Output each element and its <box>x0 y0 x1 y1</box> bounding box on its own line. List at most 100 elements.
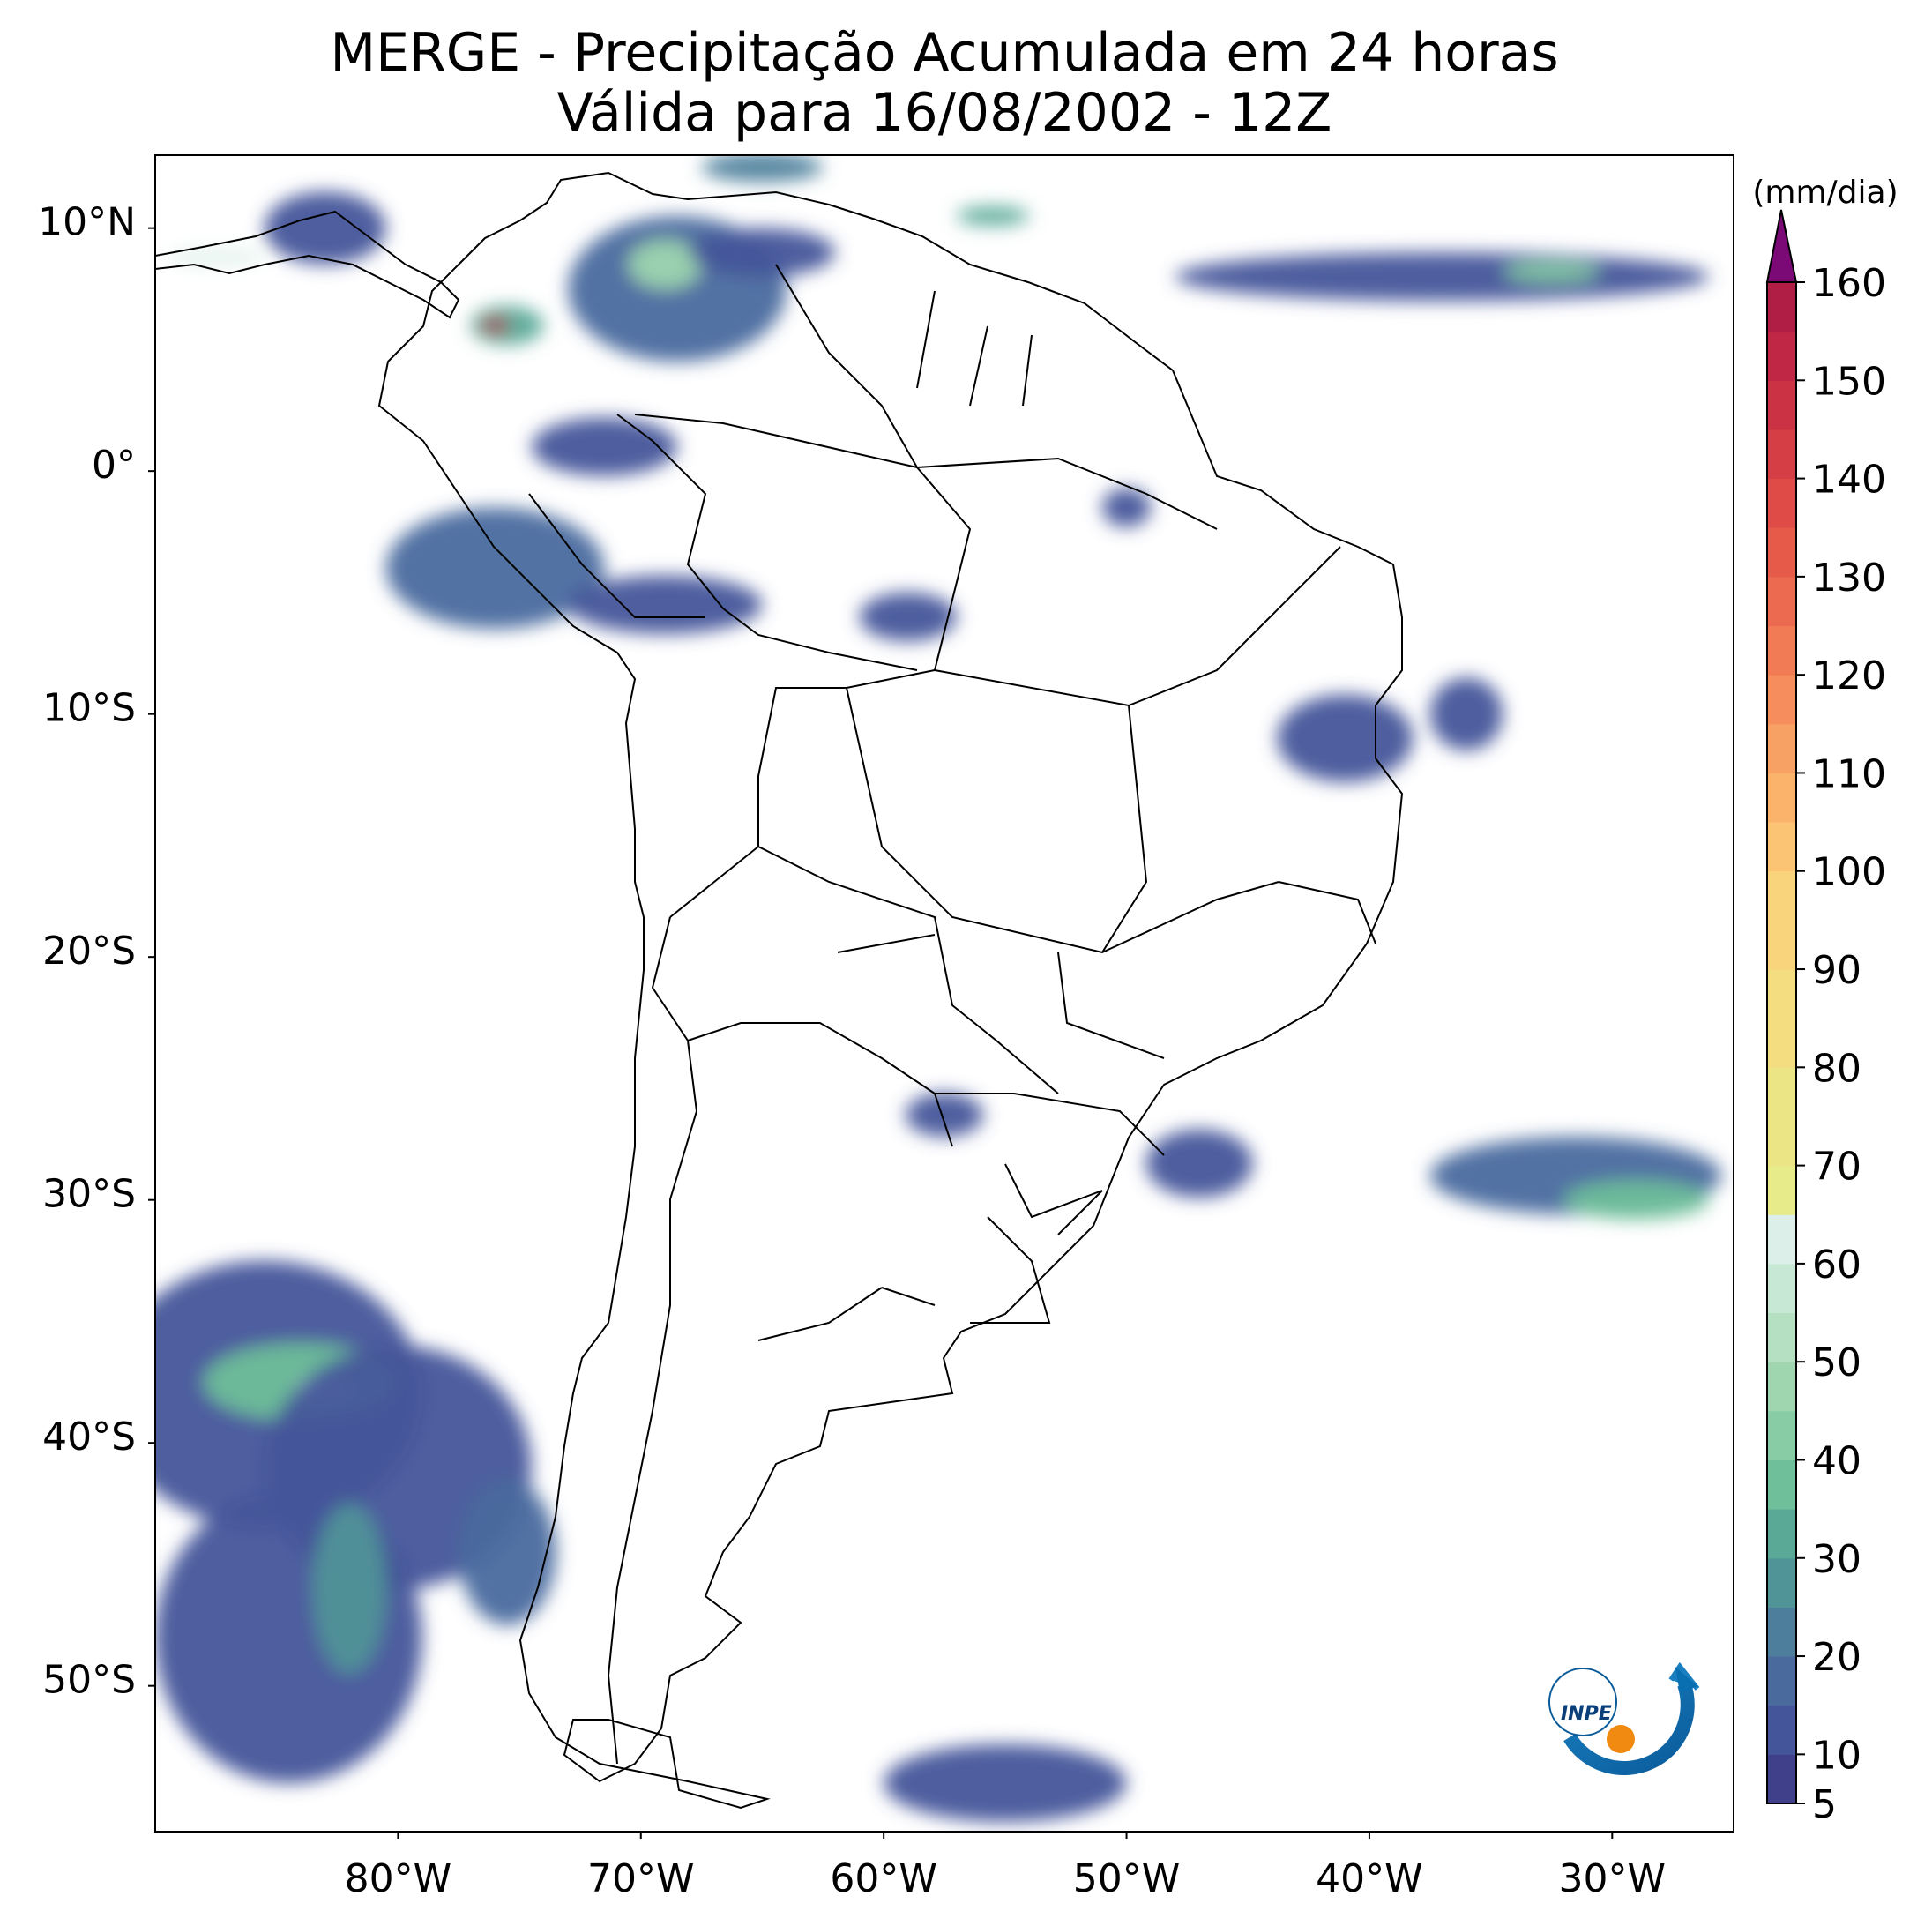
colorbar-tick-label: 10 <box>1812 1733 1861 1778</box>
lat-tick-label: 40°S <box>42 1415 136 1459</box>
lon-tick-label: 40°W <box>1316 1856 1423 1901</box>
colorbar-band <box>1767 527 1796 578</box>
precip-area-16 <box>531 417 678 476</box>
border-north <box>528 264 1033 671</box>
colorbar-tick-label: 40 <box>1812 1438 1861 1483</box>
colorbar-band <box>1767 1362 1796 1412</box>
precip-area-20 <box>629 240 702 289</box>
precip-area-23 <box>481 317 511 333</box>
colorbar-tick-label: 70 <box>1812 1145 1861 1190</box>
colorbar-band <box>1767 478 1796 528</box>
central-america-outline <box>155 210 460 319</box>
colorbar-tick-label: 80 <box>1812 1046 1861 1091</box>
colorbar-tick-label: 120 <box>1812 653 1886 698</box>
colorbar-band <box>1767 969 1796 1068</box>
colorbar-tick-label: 160 <box>1812 261 1886 306</box>
border-brazil-west <box>722 422 1059 1094</box>
border-andes <box>607 916 698 1765</box>
colorbar-ticks: 510 20 30 40 50 60 70 80 90 100 110 120 130 140 150 160 <box>1796 261 1886 1827</box>
map-title-line1: MERGE - Precipitação Acumulada em 24 hor… <box>330 22 1559 84</box>
map-frame <box>154 154 1734 1833</box>
colorbar-band <box>1767 822 1796 872</box>
precip-area-28 <box>956 205 1030 226</box>
colorbar-band <box>1767 1459 1796 1510</box>
colorbar-band <box>1767 723 1796 773</box>
colorbar-band <box>1767 1509 1796 1559</box>
map-title-line2: Válida para 16/08/2002 - 12Z <box>556 82 1332 144</box>
precip-area-24 <box>264 191 386 265</box>
precip-area-10 <box>1145 1129 1253 1198</box>
precip-area-26 <box>1175 252 1710 302</box>
border-bolivia-paraguay <box>669 846 1103 1235</box>
colorbar-band <box>1767 1410 1796 1460</box>
colorbar-tick-label: 90 <box>1812 948 1861 993</box>
lon-tick-label: 70°W <box>587 1856 695 1901</box>
lon-tick-label: 80°W <box>345 1856 452 1901</box>
colorbar-unit-label: (mm/dia) <box>1752 175 1898 211</box>
colorbar-band <box>1767 1165 1796 1215</box>
country-borders <box>155 171 1404 1810</box>
lat-tick-label: 50°S <box>42 1658 136 1703</box>
border-brazil-states <box>846 457 1376 1156</box>
precip-area-7 <box>884 1743 1127 1822</box>
lat-tick-label: 20°S <box>42 929 136 974</box>
border-argentina-provinces <box>757 1216 1051 1341</box>
precip-area-5 <box>313 1504 386 1674</box>
south-america-coastline <box>377 171 1404 1810</box>
precip-area-21 <box>689 228 836 277</box>
lon-tick-label: 60°W <box>830 1856 937 1901</box>
colorbar-band <box>1767 1656 1796 1706</box>
lon-tick-label: 50°W <box>1073 1856 1181 1901</box>
map-area: INPE <box>154 154 1734 1833</box>
lat-tick-label: 10°N <box>38 200 136 245</box>
colorbar-band <box>1767 1607 1796 1657</box>
colorbar-band <box>1767 1214 1796 1265</box>
colorbar-extend-arrow <box>1765 209 1798 283</box>
precip-area-27 <box>1503 262 1600 282</box>
colorbar-band <box>1767 380 1796 430</box>
lon-tick-label: 30°W <box>1559 1856 1667 1901</box>
precipitation-layer <box>155 155 1722 1822</box>
colorbar-tick-label: 20 <box>1812 1635 1861 1680</box>
colorbar-tick-label: 140 <box>1812 458 1886 503</box>
colorbar-band <box>1767 1067 1796 1167</box>
colorbar-band <box>1767 870 1796 970</box>
colorbar-bands <box>1767 282 1796 1804</box>
colorbar-band <box>1767 429 1796 480</box>
lat-tick-label: 10°S <box>42 686 136 731</box>
colorbar-frame <box>1766 281 1797 1804</box>
inpe-logo-text: INPE <box>1561 1703 1612 1725</box>
colorbar-band <box>1767 331 1796 381</box>
precip-area-25 <box>167 250 265 265</box>
colorbar-tick-label: 30 <box>1812 1537 1861 1582</box>
colorbar-band <box>1767 1705 1796 1755</box>
colorbar-band <box>1767 625 1796 676</box>
lat-tick-label: 0° <box>92 443 136 488</box>
colorbar-tick-label: 100 <box>1812 850 1886 895</box>
colorbar-band <box>1767 576 1796 627</box>
precip-area-11 <box>905 1093 984 1138</box>
precip-area-17 <box>859 592 957 642</box>
colorbar-tick-label: 50 <box>1812 1340 1861 1385</box>
precip-area-9 <box>1563 1180 1710 1220</box>
colorbar-band <box>1767 773 1796 823</box>
lat-tick-label: 30°S <box>42 1172 136 1217</box>
precip-area-12 <box>1277 694 1414 782</box>
longitude-ticks: 80°W 70°W 60°W 50°W 40°W 30°W <box>345 1832 1666 1901</box>
colorbar-tick-label: 150 <box>1812 359 1886 404</box>
colorbar-tick-label: 110 <box>1812 751 1886 796</box>
colorbar-tick-label: 60 <box>1812 1243 1861 1288</box>
colorbar: 510 20 30 40 50 60 70 80 90 100 110 120 130 140 150 160… <box>1752 175 1898 1827</box>
colorbar-band <box>1767 1263 1796 1314</box>
precip-area-4 <box>155 1491 422 1783</box>
precip-area-18 <box>1102 488 1152 527</box>
precip-area-14 <box>385 507 605 630</box>
colorbar-band <box>1767 1312 1796 1362</box>
precip-area-29 <box>701 155 824 183</box>
latitude-ticks: 10°N 0° 10°S 20°S 30°S 40°S 50°S <box>38 200 155 1703</box>
colorbar-tick-label: 130 <box>1812 556 1886 601</box>
colorbar-band <box>1767 1557 1796 1608</box>
inpe-logo: INPE <box>1548 1661 1700 1775</box>
colorbar-band <box>1767 675 1796 725</box>
